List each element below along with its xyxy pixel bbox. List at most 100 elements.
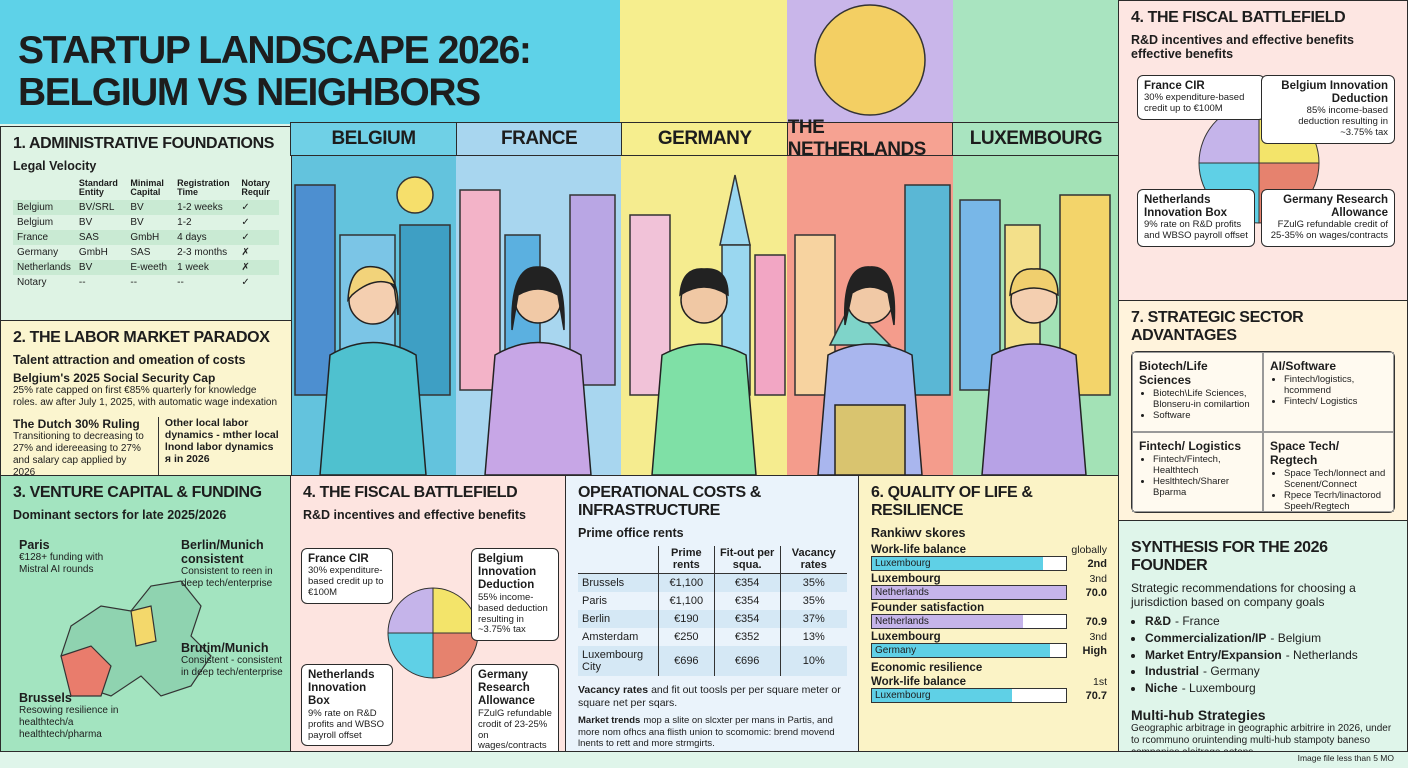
header-cell: Vacancy rates [779,546,847,575]
sector-card: AI/SoftwareFintech/logistics, hcommendFi… [1263,352,1394,432]
table-cell: GmbH [78,246,108,258]
metric-value: High [1082,644,1107,657]
table-cell: €1,100 [657,592,715,611]
incentive-box: Belgium Innovation Deduction 55% income-b… [471,548,559,642]
other-dynamics: Other local labor dynamics - mther local… [157,417,279,476]
hub: Brussels Resowing resilience in healthtec… [19,691,159,741]
table-cell: BV [130,201,144,213]
hub-text: Consistent - consistent in deep tech/ent… [181,655,283,678]
sector-grid: Biotech/Life SciencesBiotech\Life Scienc… [1131,351,1395,513]
table-cell: BV/SRL [78,201,115,213]
table-cell: SAS [78,231,99,243]
sector-bullets: Fintech/logistics, hcommendFintech/ Logi… [1270,374,1387,408]
fiscal-top-panel: 4. THE FISCAL BATTLEFIELD R&D incentives … [1118,0,1408,302]
fiscal-panel: 4. THE FISCAL BATTLEFIELD R&D incentives … [290,475,567,752]
section-title: OPERATIONAL COSTS & INFRASTRUCTURE [578,484,761,519]
header-cell: Standard Entity [78,178,118,198]
table-row: Amsterdam €250 €352 13% [578,628,847,647]
table-cell: 37% [779,610,847,629]
legal-table: Standard Entity Minimal Capital Registrati… [13,177,279,290]
table-cell: Berlin [582,613,611,626]
table-cell: 4 days [177,231,207,243]
sector-card: Space Tech/ RegtechSpace Tech/lonnect an… [1263,432,1394,512]
section-title: 4. THE FISCAL BATTLEFIELD [303,484,518,501]
incentive-text: FZulG refundable credit of 25-35% on wag… [1270,219,1388,242]
hub: Berlin/Munich consistent Consistent to re… [181,538,286,590]
title-line: BELGIUM VS NEIGHBORS [18,71,481,114]
table-row: Brussels €1,100 €354 35% [578,573,847,593]
sector-bullet: Rpece Tecrh/linactorod Speeh/Regtech [1284,490,1387,513]
rec-goal: Industrial [1145,664,1200,679]
metric-value: 70.0 [1085,586,1107,599]
metric-value: 2nd [1087,557,1107,570]
recommendation: Commercialization/IP- Belgium [1145,630,1395,647]
bar-track: Luxembourg [871,688,1067,703]
bar-fill: Luxembourg [872,689,1012,702]
ruling-block: The Dutch 30% Ruling Transitioning to dec… [13,417,150,476]
sector-name: AI/Software [1270,359,1337,373]
incentive-text: 9% rate on R&D profits and WBSO payroll … [308,707,385,741]
table-cell: €352 [713,628,781,647]
header-cell [13,177,75,200]
table-cell: SAS [130,246,151,258]
sector-bullet: Software [1153,410,1256,422]
incentive-name: Belgium Innovation Deduction [478,553,537,592]
table-row: Germany GmbH SAS 2-3 months ✗ [13,245,279,260]
incentive-text: 85% income-based deduction resulting in … [1298,105,1388,139]
bar-fill: Luxembourg [872,557,1043,570]
sectors-panel: 7. STRATEGIC SECTOR ADVANTAGES Biotech/Li… [1118,300,1408,522]
incentive-name: Germany Research Allowance [1283,194,1388,220]
metric-bar: Netherlands 70.9 [871,614,1107,629]
table-cell: -- [78,276,86,288]
cap-text: 25% rate capped on first €85% quarterly … [13,385,278,408]
table-cell: €250 [657,628,715,647]
hub-text: Consistent to reen in deep tech/enterpri… [181,566,273,589]
trends-title: Market trends [578,715,641,727]
table-cell: Amsterdam [582,631,639,644]
country-header: LUXEMBOURG [952,122,1120,156]
table-cell: Notary [17,276,47,288]
table-cell: 35% [779,592,847,611]
sector-bullet: Heslthtech/Sharer Bparma [1153,476,1256,499]
incentive-box: France CIR 30% expenditure-based credit u… [1137,75,1265,121]
recommendation: Market Entry/Expansion- Netherlands [1145,647,1395,664]
metric-label: Work-life balance [871,544,967,556]
sector-bullet: Fintech/logistics, hcommend [1284,374,1387,397]
sector-bullet: Fintech/Fintech, Healthtech [1153,454,1256,477]
sector-bullet: Space Tech/lonnect and Scenent/Connect [1284,468,1387,491]
bar-track: Germany [871,643,1067,658]
incentive-text: 30% expenditure-based credit up to €100M [1144,92,1245,115]
country-header: FRANCE [455,122,623,156]
table-cell: GmbH [130,231,160,243]
table-row: Paris €1,100 €354 35% [578,592,847,611]
metric-label: Luxembourg [871,573,941,585]
table-cell: -- [130,276,138,288]
table-row: Belgium BV BV 1-2 ✓ [13,215,279,230]
table-cell: Luxembourg City [582,649,644,674]
rec-goal: R&D [1145,614,1171,628]
table-header: Standard Entity Minimal Capital Registrati… [13,177,279,200]
bar-track: Luxembourg [871,556,1067,571]
table-cell: 13% [779,628,847,647]
metric-note: 3nd [1089,573,1107,585]
rec-country: - Germany [1203,664,1260,679]
hub-name: Brussels [19,691,72,705]
rec-goal: Commercialization/IP [1145,630,1267,645]
table-cell: Paris [582,595,608,608]
cap-title: Belgium's 2025 Social Security Cap [13,371,216,385]
metric-bar: Netherlands 70.0 [871,585,1107,600]
table-cell: €354 [713,592,781,611]
section-title: 2. THE LABOR MARKET PARADOX [13,329,270,346]
resilience-label: Economic resilience [871,662,983,674]
recommendations: R&D - France Commercialization/IP- Belgium… [1131,613,1395,697]
table-cell: 1-2 weeks [177,201,223,213]
incentive-box: Germany Research Allowance FZulG refundab… [1261,189,1395,248]
recommendation: R&D - France [1145,613,1395,630]
incentive-name: Netherlands Innovation Box [308,669,375,708]
sector-bullets: Fintech/Fintech, HealthtechHeslthtech/Sh… [1139,454,1256,499]
table-row: Netherlands BV E-weeth 1 week ✗ [13,259,279,275]
hub-name: Brutim/Munich [181,641,269,655]
table-cell: €696 [713,646,781,677]
table-cell: France [17,231,49,243]
